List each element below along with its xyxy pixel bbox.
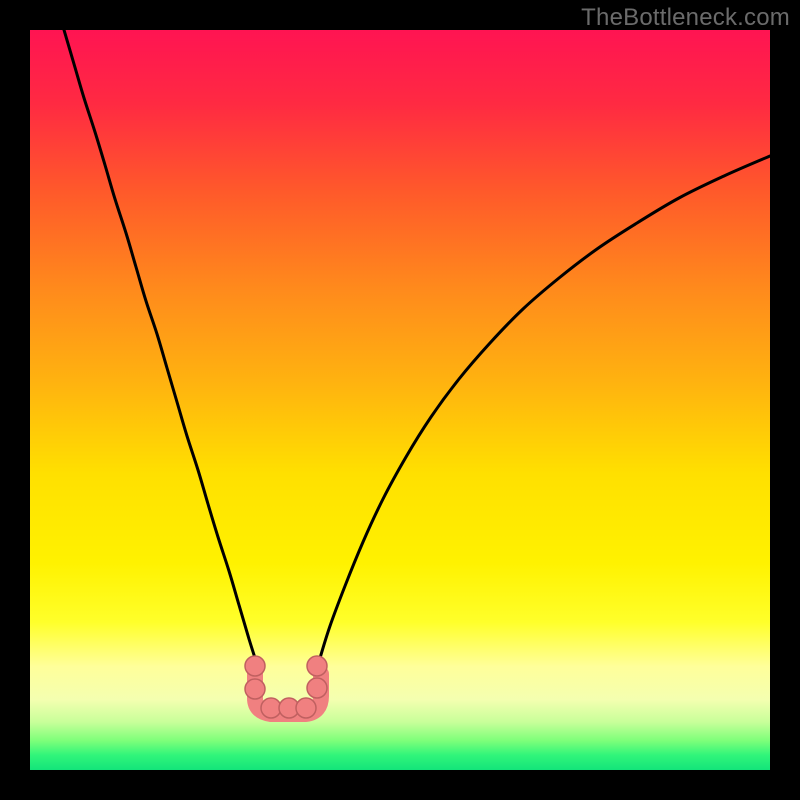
- cluster-point: [296, 698, 316, 718]
- cluster-point: [245, 656, 265, 676]
- chart-frame: TheBottleneck.com: [0, 0, 800, 800]
- plot-area: [30, 30, 770, 770]
- cluster-point: [307, 656, 327, 676]
- cluster-point: [307, 678, 327, 698]
- cluster-point: [261, 698, 281, 718]
- heatmap-background: [30, 30, 770, 770]
- cluster-point: [245, 679, 265, 699]
- watermark: TheBottleneck.com: [581, 4, 790, 32]
- plot-svg: [30, 30, 770, 770]
